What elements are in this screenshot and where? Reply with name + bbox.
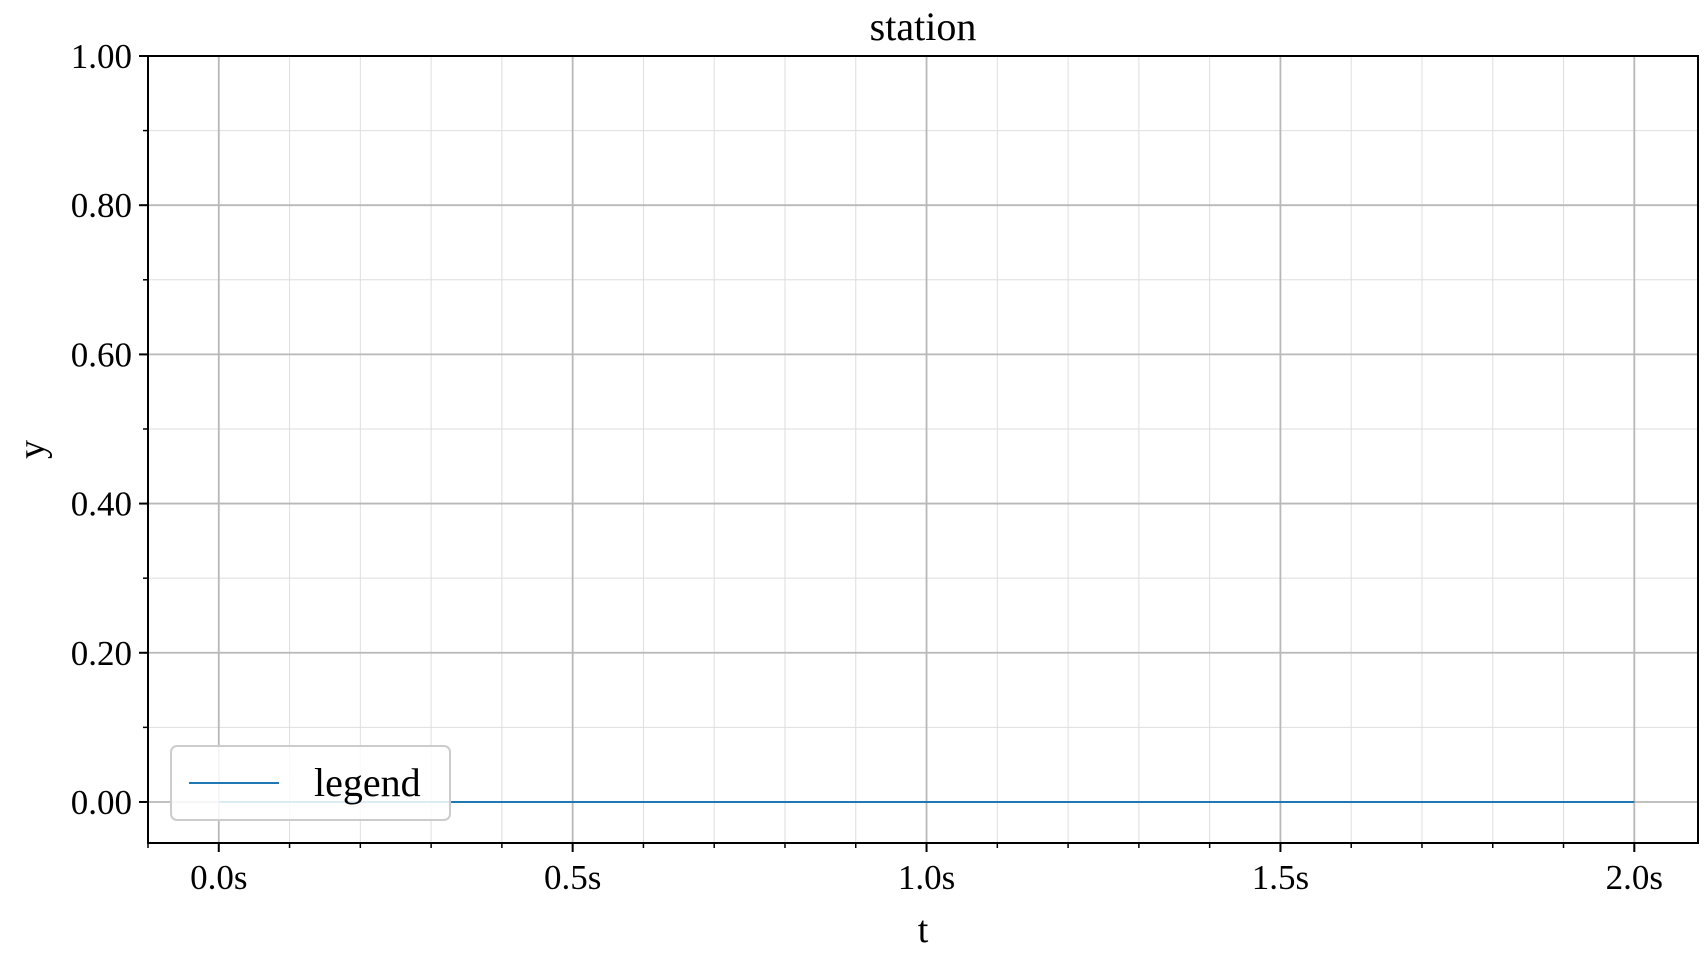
y-tick-label: 0.40: [71, 485, 132, 524]
x-tick-label: 1.5s: [1252, 858, 1309, 897]
legend-box: [170, 745, 451, 821]
y-tick-label: 0.80: [71, 186, 132, 225]
y-axis-label: y: [11, 440, 53, 459]
x-tick-label: 0.5s: [544, 858, 601, 897]
legend-label: legend: [314, 760, 421, 805]
y-tick-label: 0.00: [71, 783, 132, 822]
legend: legend: [170, 745, 451, 821]
x-tick-label: 0.0s: [190, 858, 247, 897]
x-tick-label: 1.0s: [898, 858, 955, 897]
plot-frame: [147, 55, 1699, 844]
y-tick-label: 0.60: [71, 335, 132, 374]
chart-title: station: [870, 4, 977, 49]
ticks: 0.0s 0.5s 1.0s 1.5s 2.0s 0.00 0.20 0.40 0.60 0.80…: [71, 37, 1663, 897]
x-tick-label: 2.0s: [1606, 858, 1663, 897]
y-tick-label: 1.00: [71, 37, 132, 76]
y-tick-label: 0.20: [71, 634, 132, 673]
x-axis-label: t: [918, 909, 929, 951]
